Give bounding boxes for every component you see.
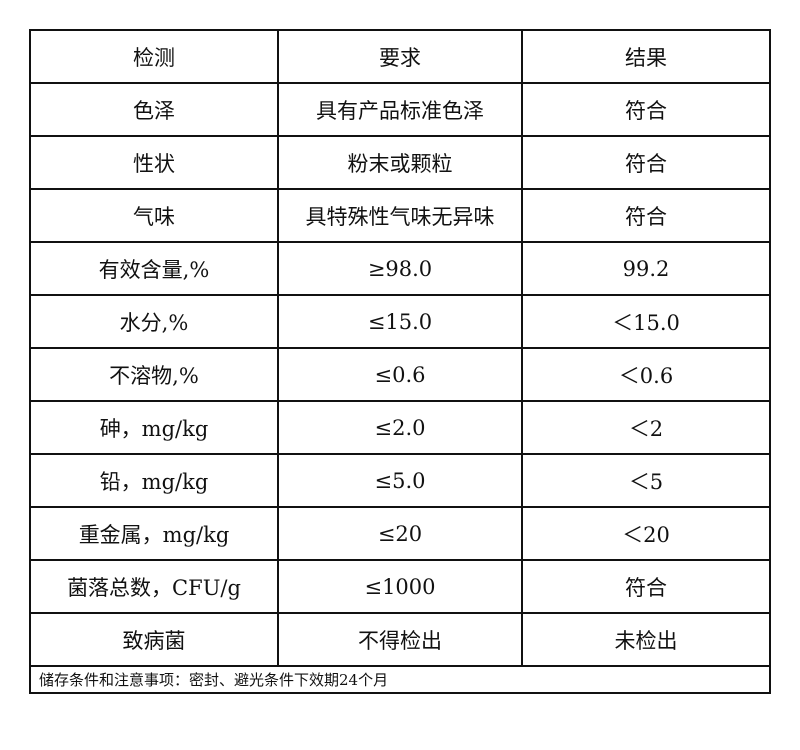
test-cell: 致病菌 — [29, 612, 279, 667]
result-cell: ＜20 — [521, 506, 771, 561]
table-row: 有效含量,% ≥98.0 99.2 — [29, 241, 771, 296]
test-cell: 有效含量,% — [29, 241, 279, 296]
requirement-cell: ≤20 — [277, 506, 523, 561]
result-cell: 符合 — [521, 82, 771, 137]
result-cell: ＜0.6 — [521, 347, 771, 402]
requirement-cell: 粉末或颗粒 — [277, 135, 523, 190]
result-cell: 符合 — [521, 559, 771, 614]
table-row: 铅，mg/kg ≤5.0 ＜5 — [29, 453, 771, 508]
inspection-table: 检测 要求 结果 色泽 具有产品标准色泽 符合 性状 粉末或颗粒 符合 气味 具特殊性气味无异… — [29, 29, 771, 694]
requirement-cell: 具特殊性气味无异味 — [277, 188, 523, 243]
test-cell: 重金属，mg/kg — [29, 506, 279, 561]
result-cell: ＜15.0 — [521, 294, 771, 349]
storage-note: 储存条件和注意事项：密封、避光条件下效期24个月 — [29, 665, 771, 694]
test-cell: 菌落总数，CFU/g — [29, 559, 279, 614]
test-cell: 铅，mg/kg — [29, 453, 279, 508]
header-row: 检测 要求 结果 — [29, 29, 771, 84]
header-cell-result: 结果 — [521, 29, 771, 84]
table-row: 不溶物,% ≤0.6 ＜0.6 — [29, 347, 771, 402]
test-cell: 水分,% — [29, 294, 279, 349]
result-cell: 未检出 — [521, 612, 771, 667]
test-cell: 气味 — [29, 188, 279, 243]
requirement-cell: ≤5.0 — [277, 453, 523, 508]
header-cell-test: 检测 — [29, 29, 279, 84]
table-row: 砷，mg/kg ≤2.0 ＜2 — [29, 400, 771, 455]
table-row: 气味 具特殊性气味无异味 符合 — [29, 188, 771, 243]
result-cell: ＜2 — [521, 400, 771, 455]
requirement-cell: ≤2.0 — [277, 400, 523, 455]
test-cell: 性状 — [29, 135, 279, 190]
table-row: 性状 粉末或颗粒 符合 — [29, 135, 771, 190]
table-row: 菌落总数，CFU/g ≤1000 符合 — [29, 559, 771, 614]
table-row: 水分,% ≤15.0 ＜15.0 — [29, 294, 771, 349]
test-cell: 不溶物,% — [29, 347, 279, 402]
table-row: 重金属，mg/kg ≤20 ＜20 — [29, 506, 771, 561]
test-cell: 砷，mg/kg — [29, 400, 279, 455]
header-cell-requirement: 要求 — [277, 29, 523, 84]
result-cell: 符合 — [521, 188, 771, 243]
requirement-cell: 不得检出 — [277, 612, 523, 667]
result-cell: 99.2 — [521, 241, 771, 296]
requirement-cell: ≤1000 — [277, 559, 523, 614]
result-cell: 符合 — [521, 135, 771, 190]
table-row: 致病菌 不得检出 未检出 — [29, 612, 771, 667]
test-cell: 色泽 — [29, 82, 279, 137]
requirement-cell: ≤0.6 — [277, 347, 523, 402]
requirement-cell: ≥98.0 — [277, 241, 523, 296]
requirement-cell: 具有产品标准色泽 — [277, 82, 523, 137]
result-cell: ＜5 — [521, 453, 771, 508]
requirement-cell: ≤15.0 — [277, 294, 523, 349]
table-row: 色泽 具有产品标准色泽 符合 — [29, 82, 771, 137]
footer-row: 储存条件和注意事项：密封、避光条件下效期24个月 — [29, 665, 771, 694]
